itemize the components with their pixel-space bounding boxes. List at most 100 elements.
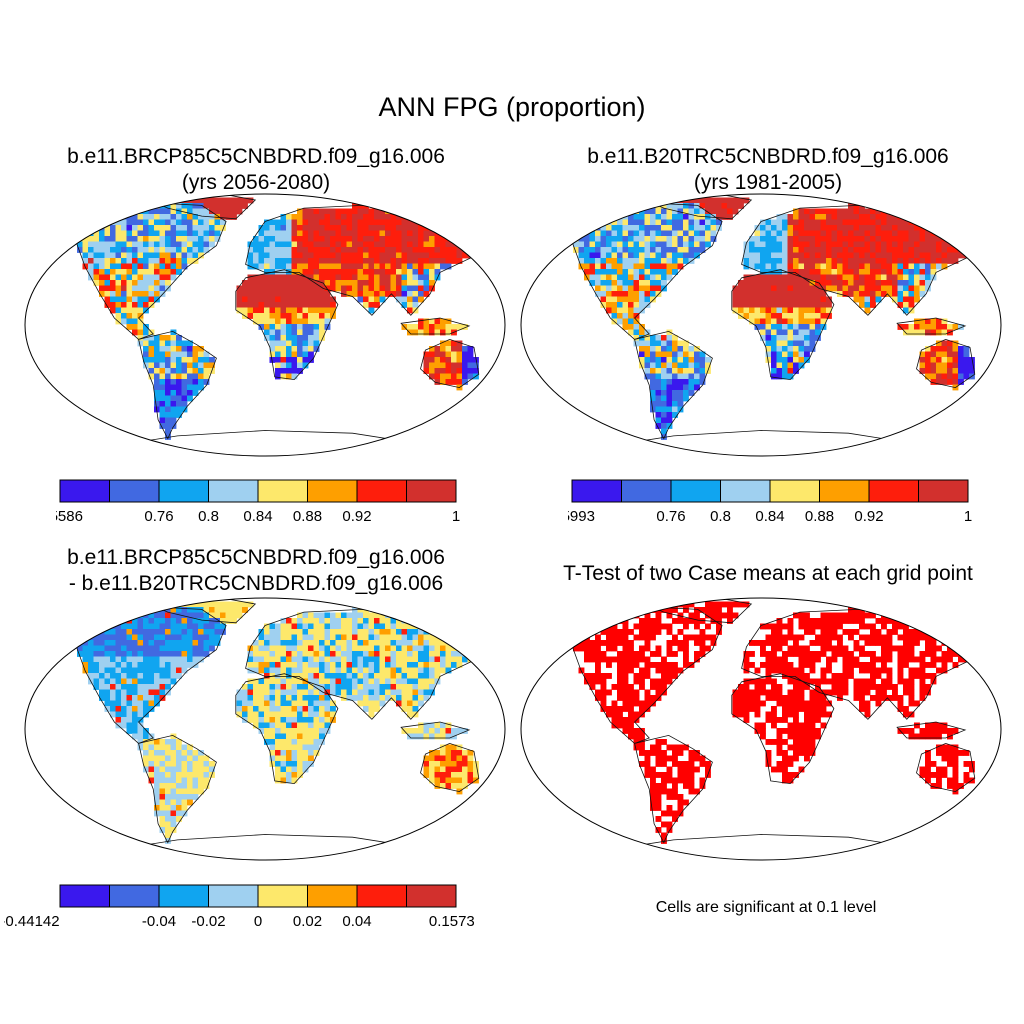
map-cell: [859, 689, 865, 696]
map-cell: [412, 695, 419, 701]
map-cell: [374, 667, 380, 674]
map-cell: [159, 810, 166, 817]
map-cell: [418, 629, 424, 635]
map-cell: [247, 695, 254, 701]
map-cell: [181, 601, 188, 608]
map-cell: [467, 236, 474, 242]
map-cell: [176, 412, 182, 418]
map-cell: [352, 263, 358, 270]
map-cell: [291, 340, 298, 347]
map-cell: [793, 291, 799, 297]
map-cell: [368, 274, 375, 281]
map-cell: [936, 629, 942, 635]
map-cell: [368, 706, 375, 712]
map-cell: [820, 225, 827, 231]
map-cell: [132, 618, 138, 624]
map-cell: [159, 417, 166, 424]
map-cell: [694, 236, 700, 242]
map-cell: [176, 744, 182, 751]
map-cell: [154, 373, 160, 380]
map-cell: [341, 241, 347, 248]
map-cell: [192, 607, 199, 613]
map-cell: [236, 203, 243, 209]
map-cell: [308, 722, 314, 729]
map-cell: [291, 733, 298, 740]
map-cell: [848, 285, 854, 292]
map-cell: [253, 711, 259, 718]
map-cell: [346, 280, 353, 286]
map-cell: [633, 269, 640, 275]
map-cell: [297, 302, 303, 308]
map-cell: [826, 307, 832, 314]
map-cell: [346, 645, 353, 652]
map-cell: [892, 247, 898, 253]
map-cell: [963, 362, 970, 369]
map-cell: [291, 717, 298, 723]
map-cell: [99, 618, 105, 624]
map-cell: [694, 230, 700, 237]
map-cell: [198, 788, 204, 795]
map-cell: [192, 252, 199, 259]
map-cell: [88, 236, 94, 242]
map-cell: [589, 684, 596, 690]
map-cell: [297, 208, 303, 215]
map-cell: [650, 291, 656, 297]
map-cell: [661, 684, 667, 690]
map-cell: [429, 761, 435, 767]
map-cell: [881, 274, 887, 281]
map-cell: [908, 612, 915, 619]
map-cell: [423, 684, 430, 690]
map-cell: [633, 689, 640, 696]
map-cell: [324, 700, 331, 707]
map-cell: [958, 324, 964, 330]
map-cell: [589, 241, 596, 248]
map-cell: [925, 662, 931, 668]
map-cell: [606, 640, 612, 646]
map-cell: [187, 607, 193, 613]
map-cell: [187, 208, 193, 215]
map-cell: [165, 434, 171, 440]
map-cell: [429, 750, 435, 756]
map-cell: [440, 761, 446, 767]
map-cell: [837, 689, 843, 696]
map-cell: [639, 230, 645, 237]
map-cell: [622, 296, 629, 303]
map-cell: [390, 678, 397, 685]
map-cell: [181, 766, 188, 773]
map-cell: [291, 230, 298, 237]
map-cell: [606, 241, 612, 248]
map-cell: [655, 219, 662, 226]
map-cell: [302, 318, 309, 325]
map-cell: [644, 208, 651, 215]
map-cell: [110, 711, 116, 718]
map-cell: [925, 247, 931, 253]
map-cell: [363, 208, 369, 215]
map-cell: [771, 274, 777, 281]
map-cell: [606, 612, 612, 619]
map-cell: [209, 634, 215, 641]
map-cell: [154, 291, 160, 297]
map-cell: [330, 230, 336, 237]
map-cell: [324, 689, 331, 696]
map-cell: [963, 373, 970, 380]
map-cell: [611, 656, 618, 663]
map-cell: [760, 296, 766, 303]
map-cell: [584, 225, 590, 231]
map-cell: [842, 612, 849, 619]
map-cell: [368, 285, 375, 292]
map-cell: [110, 296, 116, 303]
map-cell: [952, 247, 959, 253]
map-cell: [137, 673, 144, 679]
map-cell: [429, 623, 435, 630]
map-cell: [143, 629, 149, 635]
map-cell: [440, 623, 446, 630]
map-cell: [198, 230, 204, 237]
map-cell: [236, 302, 243, 308]
map-cell: [897, 651, 904, 657]
map-cell: [132, 684, 138, 690]
map-cell: [467, 373, 474, 380]
map-cell: [104, 623, 111, 630]
map-cell: [589, 651, 596, 657]
map-cell: [154, 739, 160, 745]
map-cell: [798, 214, 805, 220]
